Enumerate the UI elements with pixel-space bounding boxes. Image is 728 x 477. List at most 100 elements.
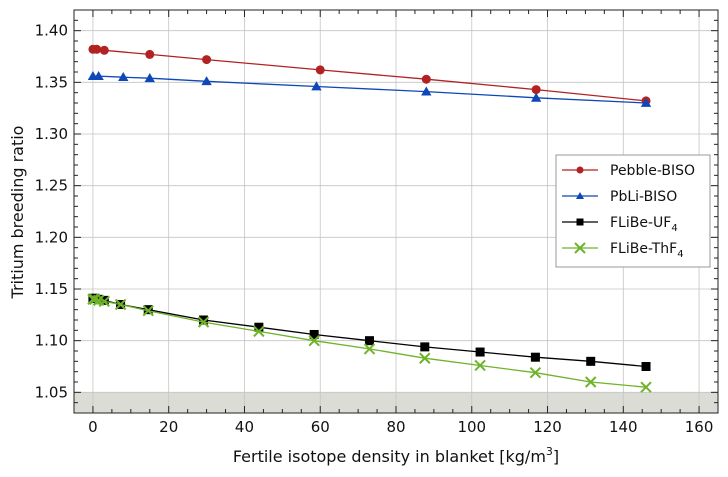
data-point-stroke (419, 352, 431, 364)
data-point (197, 316, 210, 328)
x-tick-label: 140 (609, 418, 638, 436)
legend-entry-1: PbLi-BISO (562, 189, 677, 205)
legend-label: FLiBe-UF4 (610, 215, 678, 234)
y-tick-label: 1.25 (35, 177, 68, 195)
data-point (574, 242, 586, 254)
data-point-stroke (474, 359, 486, 372)
x-axis-label: Fertile isotope density in blanket [kg/m… (233, 445, 559, 466)
data-point-stroke (640, 381, 652, 393)
data-point (92, 44, 102, 54)
data-point (142, 304, 154, 317)
data-point (530, 92, 542, 102)
x-tick-label: 20 (159, 418, 178, 436)
legend-label-main: Pebble-BISO (610, 163, 695, 179)
data-point (199, 315, 209, 325)
data-point (201, 76, 212, 86)
legend-label-main: PbLi-BISO (610, 189, 677, 205)
legend-label-main: FLiBe-ThF (610, 241, 677, 257)
legend-label-sub: 4 (677, 249, 683, 260)
x-axis-label-main: Fertile isotope density in blanket [kg/m (233, 447, 546, 466)
legend-entry-3: FLiBe-ThF4 (562, 241, 684, 260)
tick-layer (73, 9, 719, 414)
data-point (253, 325, 265, 338)
y-tick-label: 1.35 (35, 73, 68, 91)
data-point (575, 191, 585, 200)
y-tick-label: 1.20 (35, 228, 68, 246)
data-point (315, 65, 325, 75)
data-point-stroke (529, 366, 542, 379)
data-point (114, 298, 127, 311)
data-point (93, 70, 104, 81)
x-tick-label: 0 (88, 418, 98, 436)
data-point (309, 329, 319, 339)
y-tick-label: 1.10 (35, 332, 68, 350)
legend-entry-0: Pebble-BISO (562, 163, 695, 179)
x-tick-label: 120 (533, 418, 562, 436)
data-point-stroke (308, 334, 320, 347)
data-point (202, 55, 212, 65)
data-point-stroke (253, 325, 265, 338)
series-2 (88, 293, 651, 371)
legend-label: PbLi-BISO (610, 189, 677, 205)
data-point (419, 352, 431, 364)
legend-label-main: FLiBe-UF (610, 215, 671, 231)
x-axis-label-sup: 3 (546, 445, 553, 458)
series-1 (87, 70, 652, 107)
data-point (640, 97, 652, 107)
y-axis-label: Tritium breeding ratio (8, 126, 27, 300)
data-point-stroke (89, 293, 101, 306)
data-point (531, 85, 541, 95)
series-line (92, 48, 647, 102)
data-point-stroke (92, 294, 105, 307)
y-tick-label: 1.15 (35, 280, 68, 298)
data-point (585, 376, 597, 388)
data-point-stroke (197, 316, 210, 328)
data-point (254, 322, 264, 332)
data-point (420, 342, 430, 352)
data-point (145, 49, 155, 59)
data-point (586, 356, 596, 366)
legend-label: Pebble-BISO (610, 163, 695, 179)
data-point (421, 74, 431, 84)
data-point (576, 218, 584, 226)
legend-label: FLiBe-ThF4 (610, 241, 684, 260)
series-line (92, 75, 647, 104)
data-point-stroke (114, 298, 127, 311)
tick-label-layer: 0 20 40 60 80 100 120 140 160 1.05 1.10 1.15 1.20 1.2… (35, 22, 714, 436)
legend-label-sub: 4 (671, 223, 677, 234)
series-0 (88, 44, 651, 106)
data-point-stroke (574, 242, 586, 254)
data-point (640, 381, 652, 393)
x-tick-label: 160 (685, 418, 714, 436)
data-point (98, 295, 111, 308)
data-point (118, 71, 129, 82)
data-point (530, 352, 540, 362)
data-point-stroke (363, 343, 376, 355)
x-tick-label: 40 (235, 418, 254, 436)
data-point-stroke (87, 293, 99, 306)
data-point (475, 347, 485, 357)
data-point (529, 366, 542, 379)
data-point (364, 336, 374, 346)
series-3 (87, 293, 652, 393)
series-layer (87, 44, 652, 393)
x-tick-label: 80 (386, 418, 405, 436)
data-point (144, 73, 155, 83)
data-point (641, 362, 651, 371)
data-point (308, 334, 320, 347)
data-point (99, 45, 109, 55)
data-point-stroke (585, 376, 597, 388)
data-point (576, 166, 584, 174)
y-tick-label: 1.30 (35, 125, 68, 143)
x-tick-label: 100 (457, 418, 486, 436)
data-point (421, 86, 432, 96)
y-tick-label: 1.40 (35, 22, 68, 40)
data-point-stroke (98, 295, 111, 308)
x-tick-label: 60 (311, 418, 330, 436)
data-point (363, 343, 376, 355)
data-point (89, 293, 101, 306)
x-axis-label-end: ] (553, 447, 559, 466)
